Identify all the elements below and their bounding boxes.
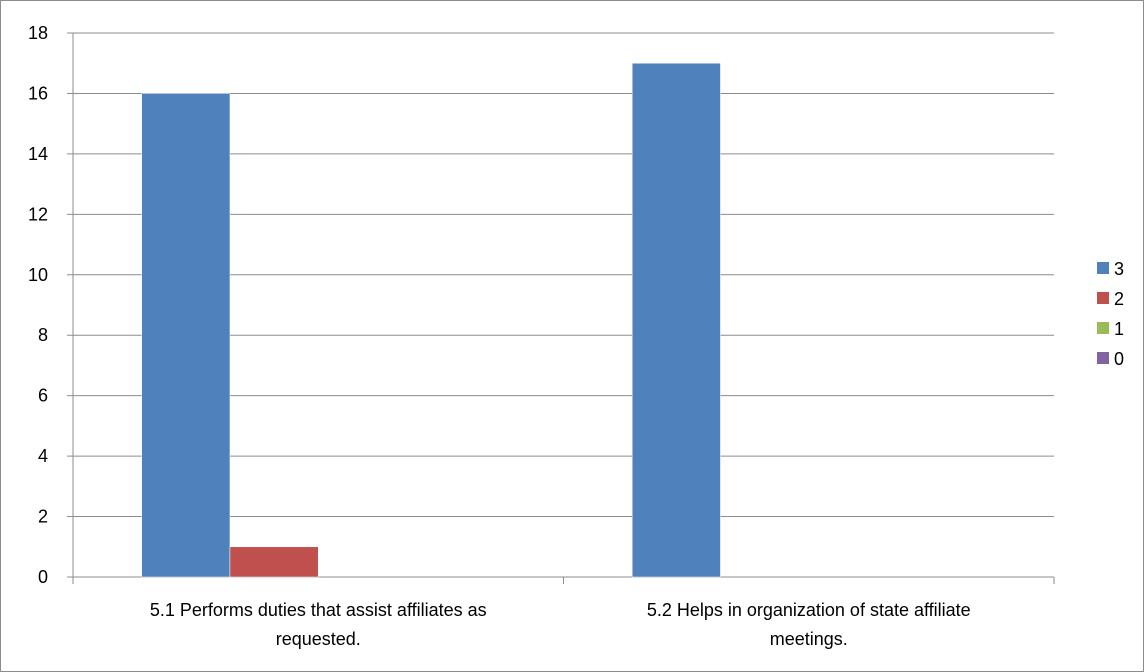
- legend: 3 2 1 0: [1097, 259, 1124, 369]
- legend-label: 1: [1114, 319, 1124, 339]
- legend-swatch: [1097, 322, 1109, 334]
- y-tick-label: 18: [28, 23, 48, 43]
- bar-series-3-cat-2: [631, 62, 721, 578]
- y-tick-label: 12: [28, 204, 48, 224]
- y-tick-label: 8: [38, 325, 48, 345]
- y-tick-label: 2: [38, 507, 48, 527]
- category-label: 5.2 Helps in organization of state affil…: [647, 600, 971, 620]
- legend-label: 2: [1114, 289, 1124, 309]
- legend-swatch: [1097, 262, 1109, 274]
- bar-series-2-cat-1: [229, 546, 319, 578]
- category-label: 5.1 Performs duties that assist affiliat…: [150, 600, 487, 620]
- legend-swatch: [1097, 292, 1109, 304]
- gridlines: [73, 32, 1054, 518]
- y-tick-label: 10: [28, 265, 48, 285]
- y-tick-label: 16: [28, 83, 48, 103]
- y-axis: 0 2 4 6 8 10 12 14 16 18: [28, 23, 74, 587]
- x-axis: 5.1 Performs duties that assist affiliat…: [72, 576, 1055, 649]
- y-tick-label: 0: [38, 567, 48, 587]
- legend-label: 0: [1114, 349, 1124, 369]
- legend-label: 3: [1114, 259, 1124, 279]
- y-tick-label: 6: [38, 386, 48, 406]
- y-tick-label: 4: [38, 446, 48, 466]
- bar-series-3-cat-1: [141, 93, 231, 578]
- bars: [141, 62, 721, 578]
- category-label: meetings.: [770, 629, 848, 649]
- y-tick-label: 14: [28, 144, 48, 164]
- legend-swatch: [1097, 352, 1109, 364]
- category-label: requested.: [276, 629, 361, 649]
